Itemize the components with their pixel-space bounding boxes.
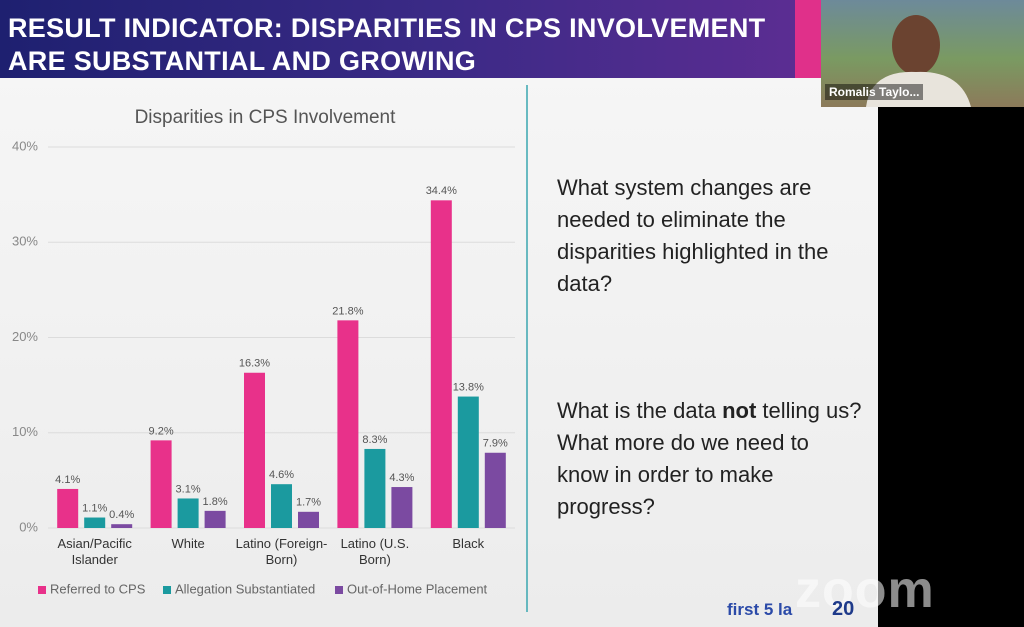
value-label: 1.7% (296, 497, 321, 509)
bar (150, 440, 172, 528)
value-label: 4.3% (389, 472, 414, 484)
value-label: 9.2% (149, 425, 174, 437)
x-tick-label: Black (452, 536, 485, 551)
bar (391, 487, 413, 528)
y-tick-label: 0% (19, 519, 38, 534)
value-label: 3.1% (176, 483, 201, 495)
question: What system changes are needed to elimin… (557, 175, 829, 296)
slide-header: RESULT INDICATOR: DISPARITIES IN CPS INV… (0, 0, 795, 78)
bar (430, 200, 452, 528)
y-tick-label: 40% (12, 138, 38, 153)
logo: first 5 la (727, 600, 793, 619)
header-title-line: ARE SUBSTANTIAL AND GROWING (8, 46, 477, 76)
bar (271, 484, 292, 528)
participant-image (866, 15, 971, 107)
bar (484, 452, 506, 528)
participant-name: Romalis Taylo... (825, 84, 924, 100)
watermark: zoom (795, 561, 935, 619)
legend-label: Allegation Substantiated (175, 581, 315, 596)
value-label: 0.4% (109, 509, 134, 521)
x-tick-label: Latino (U.S. Born) (340, 536, 410, 567)
question-part: telling us? What more do we need to know… (557, 398, 862, 519)
y-tick-label: 10% (12, 424, 38, 439)
value-label: 8.3% (362, 434, 387, 446)
chart: Disparities in CPS Involvement 0% 10% 20% 3… (12, 85, 528, 612)
bar (364, 448, 386, 528)
bar (244, 372, 265, 528)
y-tick-label: 30% (12, 234, 38, 249)
header-title-line: RESULT INDICATOR: DISPARITIES IN CPS INV… (8, 13, 766, 43)
value-label: 34.4% (426, 185, 457, 197)
question-emphasis: not (722, 398, 757, 423)
bar (84, 517, 106, 528)
legend-label: Out-of-Home Placement (347, 581, 488, 596)
question-part: What is the data (557, 398, 723, 423)
bar (337, 320, 359, 528)
legend-swatch (163, 586, 171, 594)
bar (111, 524, 133, 528)
accent-bar (795, 0, 821, 78)
face (892, 15, 940, 75)
value-label: 1.1% (82, 502, 107, 514)
legend-swatch (38, 586, 46, 594)
question: What is the data not telling us? What mo… (557, 395, 862, 523)
bar (298, 511, 319, 528)
value-label: 1.8% (203, 496, 228, 508)
bar (57, 488, 79, 528)
value-label: 16.3% (239, 358, 270, 370)
value-label: 7.9% (483, 438, 508, 450)
legend-label: Referred to CPS (50, 581, 146, 596)
bar (177, 498, 199, 528)
shirt (866, 71, 971, 107)
value-label: 21.8% (332, 305, 363, 317)
video-tile[interactable]: Romalis Taylo... (821, 0, 1024, 107)
value-label: 13.8% (453, 381, 484, 393)
bar (204, 510, 226, 528)
bar (457, 396, 479, 528)
chart-title: Disparities in CPS Involvement (135, 107, 397, 128)
x-tick-label: Latino (Foreign-Born) (235, 536, 328, 567)
x-tick-label: White (171, 536, 205, 551)
y-tick-label: 20% (12, 329, 38, 344)
value-label: 4.6% (269, 469, 294, 481)
value-label: 4.1% (55, 474, 80, 486)
legend-swatch (335, 586, 343, 594)
anniversary-badge: 20 (832, 598, 855, 620)
x-tick-label: Asian/Pacific Islander (57, 536, 132, 567)
